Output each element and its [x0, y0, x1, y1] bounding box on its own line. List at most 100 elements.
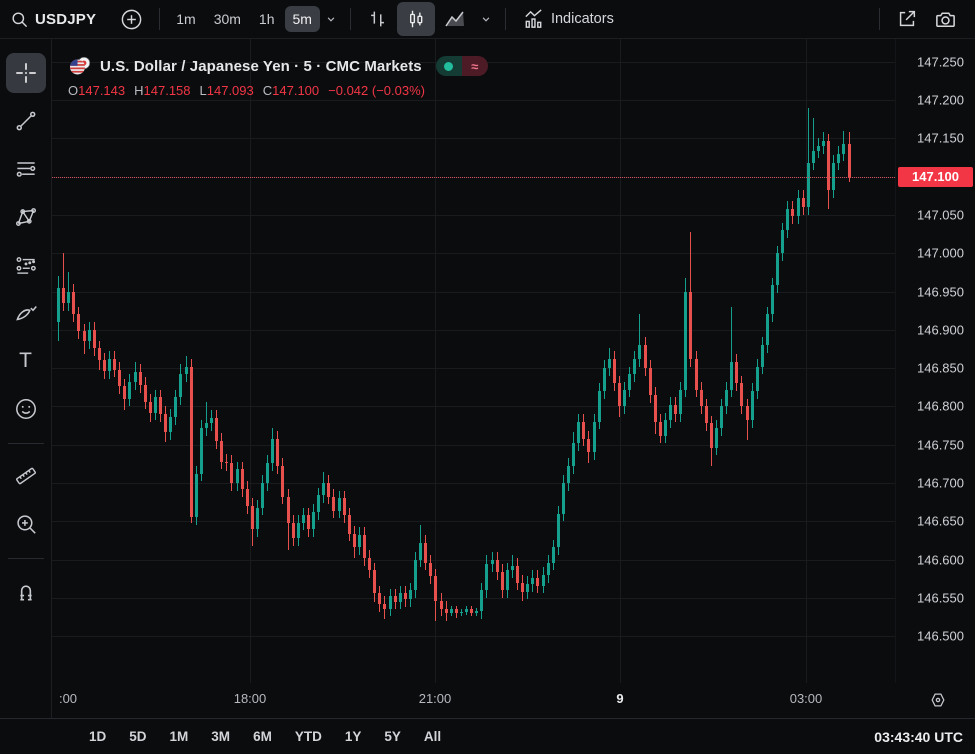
range-all[interactable]: All [423, 729, 442, 744]
compare-add-button[interactable] [112, 2, 151, 37]
tool-emoji[interactable] [6, 389, 46, 429]
chevron-down-icon[interactable] [475, 8, 497, 30]
tool-ruler[interactable] [6, 456, 46, 496]
share-button[interactable] [888, 2, 926, 36]
toolbar-separator [504, 8, 506, 30]
candle-down [363, 535, 366, 559]
tool-trend-line[interactable] [6, 101, 46, 141]
symbol-title[interactable]: U.S. Dollar / Japanese Yen · 5 · CMC Mar… [100, 57, 422, 75]
candle-up [597, 391, 601, 422]
candle-up [459, 611, 463, 614]
time-axis-label: 9 [616, 691, 624, 706]
ruler-icon [13, 463, 39, 489]
change-value: −0.042 (−0.03%) [328, 83, 425, 98]
candle-down [240, 469, 244, 490]
symbol-name[interactable]: USDJPY [35, 10, 97, 28]
range-5y[interactable]: 5Y [384, 729, 401, 744]
range-1y[interactable]: 1Y [344, 729, 362, 744]
candle-up [408, 590, 412, 600]
tool-text[interactable]: T [6, 341, 46, 381]
candle-down [189, 366, 193, 518]
candle-down [102, 360, 106, 372]
candle-up [816, 145, 820, 151]
candle-up [337, 498, 341, 511]
price-gridline [52, 329, 895, 331]
candle-up [592, 421, 596, 453]
candle-down [658, 421, 662, 436]
chart-style-bars-button[interactable] [359, 2, 397, 36]
range-6m[interactable]: 6M [253, 729, 272, 744]
tool-xabcd-pattern[interactable] [6, 197, 46, 237]
timeframe-30m[interactable]: 30m [213, 11, 241, 27]
range-group: 1D 5D 1M 3M 6M YTD 1Y 5Y All [80, 725, 450, 748]
toolbar-separator [349, 8, 351, 30]
range-3m[interactable]: 3M [211, 729, 231, 744]
tool-crosshair[interactable] [5, 53, 46, 93]
time-gridline [435, 39, 436, 683]
time-axis-label: :00 [58, 691, 78, 706]
candle-up [179, 374, 183, 398]
candle-up [357, 535, 361, 548]
tool-brush[interactable] [6, 293, 46, 333]
candle-up [169, 417, 173, 433]
candle-down [77, 314, 81, 332]
range-ytd[interactable]: YTD [294, 729, 322, 744]
timeframe-1m[interactable]: 1m [176, 11, 196, 27]
price-axis-label: 146.850 [917, 360, 964, 376]
chevron-down-icon[interactable] [320, 8, 342, 30]
close-label: C [262, 83, 273, 98]
price-axis[interactable]: 147.100 147.250147.200147.150147.100147.… [895, 39, 975, 683]
tool-projection[interactable] [6, 245, 46, 285]
candle-down [138, 371, 142, 385]
candle-down [230, 463, 234, 483]
rail-separator [7, 558, 44, 559]
timeframe-5m[interactable]: 5m [284, 6, 320, 32]
candle-up [541, 574, 545, 586]
candle-down [118, 369, 122, 387]
clock[interactable]: 03:43:40 UTC [874, 728, 963, 745]
candle-down [291, 522, 295, 539]
candle-down [82, 331, 86, 342]
current-price-line [52, 176, 895, 178]
candle-down [735, 361, 739, 384]
tool-parallel-lines[interactable] [6, 149, 46, 189]
brush-icon [13, 300, 39, 326]
price-gridline [52, 483, 895, 484]
projection-icon [13, 252, 39, 278]
tool-zoom-in[interactable] [6, 504, 46, 544]
candle-down [72, 291, 76, 315]
candle-down [643, 345, 647, 369]
candle-down [429, 562, 433, 577]
market-status-pill[interactable]: ≈ [435, 56, 488, 76]
candle-down [143, 384, 147, 402]
candle-up [414, 559, 417, 591]
low-label: L [199, 83, 207, 98]
range-1d[interactable]: 1D [89, 729, 107, 744]
time-axis[interactable]: :00 18:00 21:00 9 03:00 [52, 683, 975, 718]
candle-down [495, 559, 499, 572]
price-axis-label: 146.500 [917, 628, 964, 644]
timeframe-1h[interactable]: 1h [258, 11, 275, 27]
candle-up [67, 291, 71, 303]
axis-settings-icon[interactable] [928, 690, 948, 710]
candle-up [480, 590, 484, 611]
range-1m[interactable]: 1M [169, 729, 189, 744]
indicators-button[interactable]: Indicators [514, 2, 622, 37]
tool-magnet[interactable] [6, 571, 46, 611]
chart-plot-area[interactable]: U.S. Dollar / Japanese Yen · 5 · CMC Mar… [52, 39, 895, 683]
search-icon[interactable] [10, 10, 29, 29]
candle-up [153, 397, 157, 413]
price-axis-label: 146.750 [917, 437, 964, 453]
screenshot-button[interactable] [926, 2, 965, 37]
range-5d[interactable]: 5D [129, 729, 147, 744]
zoom-in-icon [13, 511, 39, 537]
candle-up [449, 608, 453, 614]
candle-up [567, 466, 570, 483]
candle-up [714, 427, 718, 448]
candle-down [648, 368, 652, 395]
candle-wick-down [63, 253, 65, 311]
chart-style-area-button[interactable] [435, 1, 475, 37]
time-gridline [620, 39, 621, 683]
chart-style-candles-button[interactable] [396, 2, 435, 36]
candle-down [516, 565, 519, 583]
